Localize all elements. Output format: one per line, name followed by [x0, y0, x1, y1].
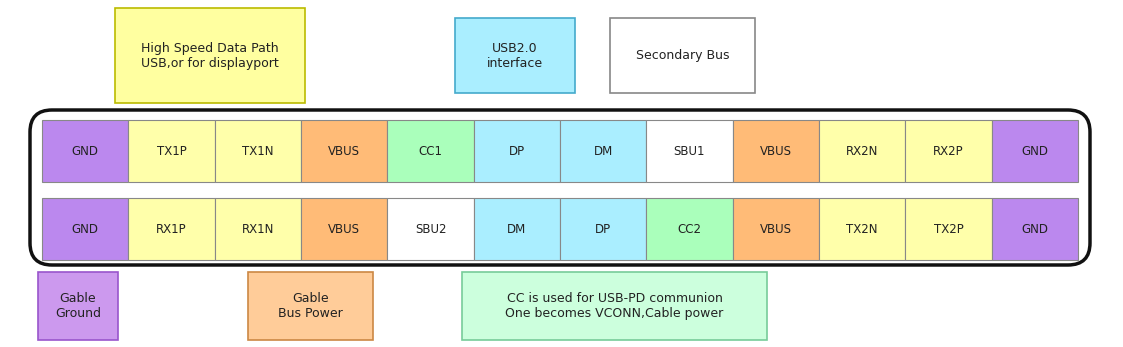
- Text: GND: GND: [1021, 144, 1049, 158]
- Text: Gable
Ground: Gable Ground: [55, 292, 101, 320]
- FancyBboxPatch shape: [474, 198, 560, 260]
- Text: DP: DP: [595, 222, 611, 236]
- Text: RX1P: RX1P: [156, 222, 186, 236]
- FancyBboxPatch shape: [214, 198, 301, 260]
- FancyBboxPatch shape: [42, 120, 128, 182]
- Text: TX1N: TX1N: [243, 144, 274, 158]
- FancyBboxPatch shape: [301, 198, 387, 260]
- Text: USB2.0
interface: USB2.0 interface: [487, 42, 544, 69]
- Text: RX2P: RX2P: [933, 144, 964, 158]
- Text: Gable
Bus Power: Gable Bus Power: [279, 292, 343, 320]
- Text: VBUS: VBUS: [760, 144, 792, 158]
- Text: CC1: CC1: [419, 144, 442, 158]
- Text: RX2N: RX2N: [846, 144, 878, 158]
- FancyBboxPatch shape: [214, 120, 301, 182]
- Text: DP: DP: [509, 144, 524, 158]
- Text: RX1N: RX1N: [241, 222, 274, 236]
- FancyBboxPatch shape: [905, 198, 992, 260]
- Text: GND: GND: [72, 144, 99, 158]
- Text: CC2: CC2: [677, 222, 702, 236]
- FancyBboxPatch shape: [992, 120, 1078, 182]
- FancyBboxPatch shape: [301, 120, 387, 182]
- FancyBboxPatch shape: [128, 198, 214, 260]
- FancyBboxPatch shape: [560, 120, 647, 182]
- FancyBboxPatch shape: [462, 272, 767, 340]
- FancyBboxPatch shape: [128, 120, 214, 182]
- FancyBboxPatch shape: [647, 198, 732, 260]
- FancyBboxPatch shape: [732, 198, 819, 260]
- FancyBboxPatch shape: [992, 198, 1078, 260]
- Text: Secondary Bus: Secondary Bus: [636, 49, 729, 62]
- FancyBboxPatch shape: [732, 120, 819, 182]
- FancyBboxPatch shape: [30, 110, 1090, 265]
- Text: VBUS: VBUS: [328, 222, 360, 236]
- FancyBboxPatch shape: [560, 198, 647, 260]
- FancyBboxPatch shape: [387, 198, 474, 260]
- FancyBboxPatch shape: [455, 18, 575, 93]
- FancyBboxPatch shape: [647, 120, 732, 182]
- FancyBboxPatch shape: [819, 198, 905, 260]
- Text: TX2P: TX2P: [933, 222, 964, 236]
- Text: VBUS: VBUS: [328, 144, 360, 158]
- Text: DM: DM: [508, 222, 527, 236]
- Text: SBU2: SBU2: [414, 222, 446, 236]
- Text: SBU1: SBU1: [674, 144, 705, 158]
- Text: High Speed Data Path
USB,or for displayport: High Speed Data Path USB,or for displayp…: [141, 42, 279, 69]
- FancyBboxPatch shape: [42, 198, 128, 260]
- FancyBboxPatch shape: [610, 18, 755, 93]
- Text: VBUS: VBUS: [760, 222, 792, 236]
- Text: TX1P: TX1P: [156, 144, 186, 158]
- Text: TX2N: TX2N: [847, 222, 878, 236]
- FancyBboxPatch shape: [387, 120, 474, 182]
- Text: DM: DM: [594, 144, 613, 158]
- Text: GND: GND: [72, 222, 99, 236]
- FancyBboxPatch shape: [905, 120, 992, 182]
- FancyBboxPatch shape: [819, 120, 905, 182]
- FancyBboxPatch shape: [474, 120, 560, 182]
- FancyBboxPatch shape: [248, 272, 373, 340]
- FancyBboxPatch shape: [38, 272, 118, 340]
- Text: GND: GND: [1021, 222, 1049, 236]
- Text: CC is used for USB-PD communion
One becomes VCONN,Cable power: CC is used for USB-PD communion One beco…: [505, 292, 723, 320]
- FancyBboxPatch shape: [115, 8, 305, 103]
